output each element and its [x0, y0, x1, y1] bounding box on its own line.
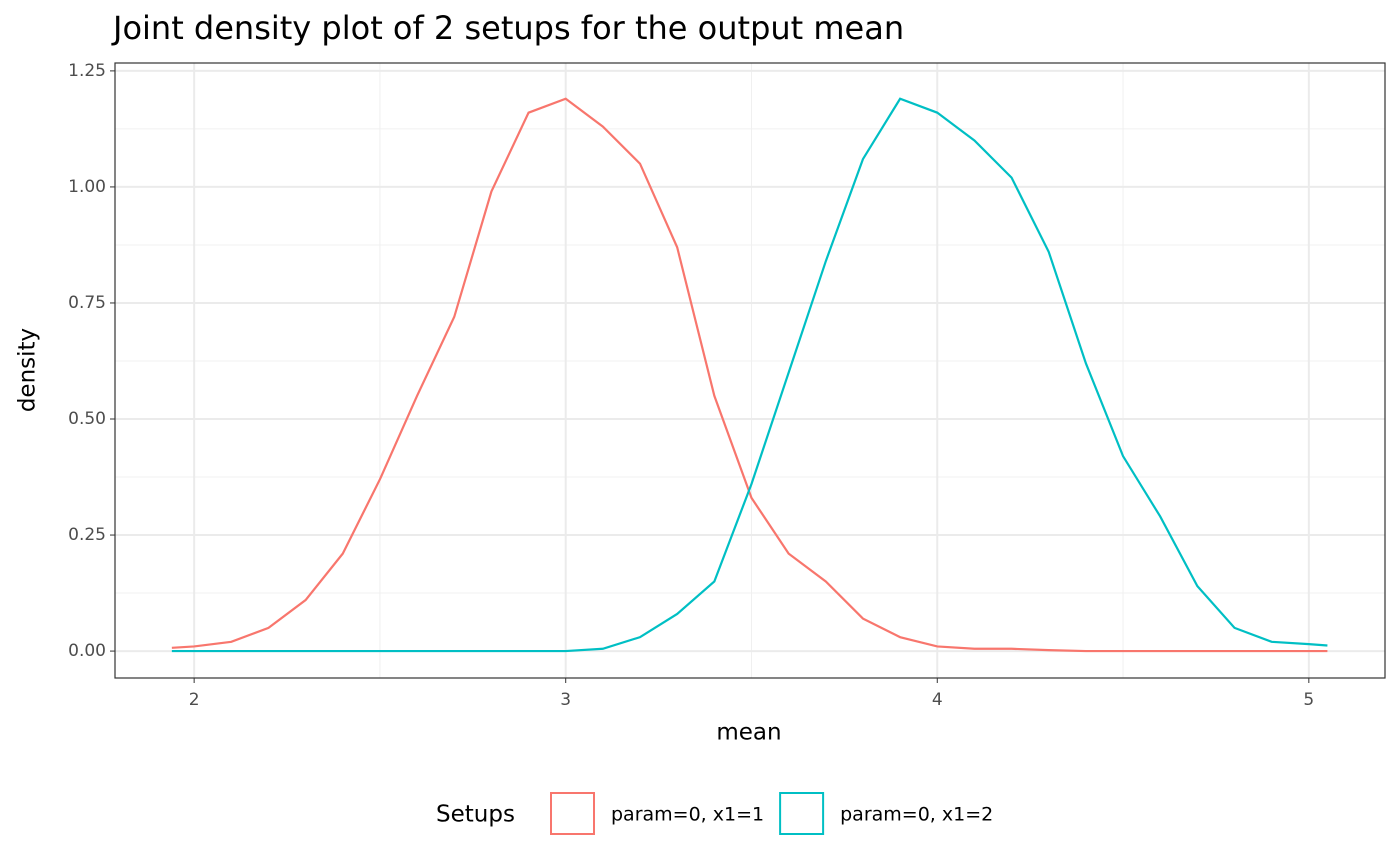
- x-tick-label: 3: [560, 690, 571, 710]
- panel-border: [114, 62, 1386, 679]
- legend-key: [779, 792, 825, 835]
- x-tick-label: 2: [189, 690, 200, 710]
- x-tick-label: 4: [932, 690, 943, 710]
- series-line: [171, 97, 1328, 653]
- legend-title: Setups: [436, 802, 515, 828]
- legend-label: param=0, x1=1: [611, 804, 764, 826]
- legend-key: [550, 792, 595, 835]
- series-line: [171, 97, 1328, 653]
- x-axis-title: mean: [716, 720, 781, 746]
- y-tick-label: 0.00: [68, 641, 106, 661]
- legend-label: param=0, x1=2: [840, 804, 993, 826]
- y-tick-label: 1.25: [68, 61, 106, 81]
- x-tick-label: 5: [1303, 690, 1314, 710]
- y-axis-title: density: [15, 328, 41, 412]
- chart-title: Joint density plot of 2 setups for the o…: [111, 9, 904, 47]
- y-tick-label: 0.50: [68, 409, 106, 429]
- y-tick-label: 0.25: [68, 525, 106, 545]
- y-tick-label: 1.00: [68, 177, 106, 197]
- y-tick-label: 0.75: [68, 293, 106, 313]
